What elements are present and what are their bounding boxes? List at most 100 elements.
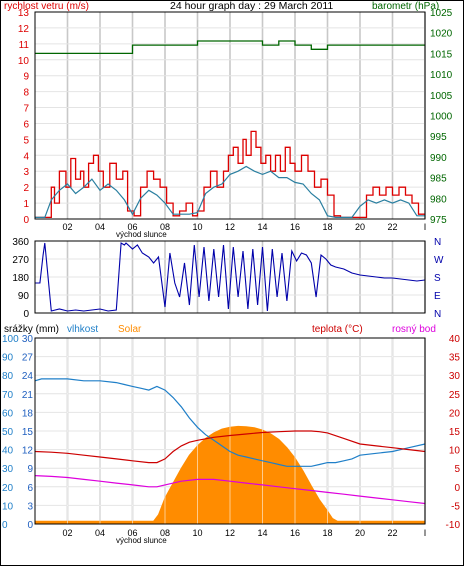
pressure-y-tick-990: 990 — [430, 153, 447, 164]
temp-x-tick-08: 08 — [160, 528, 170, 538]
wind-axis-title: rychlost vetru (m/s) — [4, 1, 89, 12]
wind-y-tick-10: 10 — [18, 56, 30, 67]
temp-x-tick-02: 02 — [62, 528, 72, 538]
humidity-y-tick-70: 70 — [2, 390, 14, 401]
wind-y-tick-7: 7 — [23, 104, 29, 115]
pressure-y-tick-1015: 1015 — [430, 49, 453, 60]
wind-x-tick-08: 08 — [160, 222, 170, 232]
temp-x-tick-12: 12 — [225, 528, 235, 538]
dewpoint-line — [34, 475, 426, 505]
wind-x-tick-18: 18 — [322, 222, 332, 232]
wind-y-tick-0: 0 — [23, 215, 29, 226]
temperature-y-tick-30: 30 — [449, 371, 461, 382]
wind-average-line — [35, 165, 425, 218]
wind-y-tick-6: 6 — [23, 119, 29, 130]
humidity-legend: vlhkost — [67, 324, 98, 335]
humidity-y-tick-90: 90 — [2, 353, 14, 364]
direction-y-tick-270: 270 — [12, 255, 29, 266]
humidity-y-tick-10: 10 — [2, 501, 14, 512]
wind-y-tick-5: 5 — [23, 135, 29, 146]
pressure-y-tick-985: 985 — [430, 174, 447, 185]
pressure-y-tick-1025: 1025 — [430, 8, 453, 19]
temperature-y-tick-10: 10 — [449, 446, 461, 457]
wind-plot-series — [35, 40, 425, 219]
temperature-y-tick-15: 15 — [449, 427, 461, 438]
temperature-line — [34, 430, 426, 464]
humidity-y-tick-30: 30 — [2, 464, 14, 475]
compass-tick-3: E — [434, 291, 441, 302]
wind-x-tick-I: I — [424, 222, 427, 232]
wind-y-tick-9: 9 — [23, 72, 29, 83]
wind-x-tick-20: 20 — [355, 222, 365, 232]
wind-y-tick-8: 8 — [23, 88, 29, 99]
temp-x-tick-14: 14 — [257, 528, 267, 538]
pressure-y-tick-1005: 1005 — [430, 91, 453, 102]
sunrise-label: východ slunce — [116, 230, 167, 239]
pressure-axis-title: barometr (hPa) — [372, 1, 439, 12]
temperature-y-tick-40: 40 — [449, 334, 461, 345]
rain-y-tick-3: 3 — [27, 501, 33, 512]
direction-plot-series — [35, 242, 426, 312]
wind-plot-frame — [34, 11, 426, 220]
compass-tick-2: S — [434, 273, 441, 284]
temperature-y-tick-25: 25 — [449, 390, 461, 401]
chart-title: 24 hour graph day : 29 March 2011 — [170, 0, 333, 12]
rain-y-tick-15: 15 — [22, 427, 34, 438]
direction-y-tick-180: 180 — [12, 273, 29, 284]
pressure-line — [35, 40, 425, 55]
temperature-y-tick-20: 20 — [449, 408, 461, 419]
compass-tick-1: W — [434, 255, 444, 266]
temperature-panel: 1009080706050403020100302724211815129630… — [2, 324, 460, 545]
temperature-axis: 40 35 30 25 20 15 10 5 0 -5 -10 — [446, 334, 461, 531]
temp-x-tick-I: I — [424, 528, 427, 538]
temperature-y-tick--10: -10 — [446, 520, 461, 531]
temp-x-tick-20: 20 — [355, 528, 365, 538]
wind-x-tick-22: 22 — [387, 222, 397, 232]
wind-y-tick-3: 3 — [23, 167, 29, 178]
direction-y-tick-0: 0 — [23, 309, 29, 320]
pressure-axis: 1025 1020 1015 1010 1005 1000 995 990 985 980 975 — [430, 8, 453, 226]
wind-x-tick-14: 14 — [257, 222, 267, 232]
rain-y-tick-6: 6 — [27, 483, 33, 494]
rain-y-tick-9: 9 — [27, 464, 33, 475]
pressure-y-tick-980: 980 — [430, 194, 447, 205]
rain-y-tick-18: 18 — [22, 408, 34, 419]
rain-y-tick-0: 0 — [27, 520, 33, 531]
humidity-y-tick-60: 60 — [2, 408, 14, 419]
rain-y-tick-21: 21 — [22, 390, 34, 401]
wind-x-tick-04: 04 — [95, 222, 105, 232]
wind-y-tick-2: 2 — [23, 183, 29, 194]
humidity-y-tick-100: 100 — [2, 334, 19, 345]
rain-axis-title: srážky (mm) — [4, 324, 59, 335]
sunrise-label-bottom: východ slunce — [116, 536, 167, 545]
temp-plot-series — [34, 338, 426, 525]
wind-y-tick-1: 1 — [23, 199, 29, 210]
solar-legend: Solar — [118, 324, 142, 335]
rain-y-tick-24: 24 — [22, 371, 34, 382]
rain-y-tick-12: 12 — [22, 446, 34, 457]
temp-x-tick-04: 04 — [95, 528, 105, 538]
wind-direction-line — [35, 242, 426, 312]
dewpoint-legend: rosný bod — [392, 324, 436, 335]
temperature-legend: teplota (°C) — [312, 324, 363, 335]
humidity-y-tick-20: 20 — [2, 483, 14, 494]
temp-plot-frame — [34, 337, 426, 525]
temp-x-tick-18: 18 — [322, 528, 332, 538]
pressure-y-tick-995: 995 — [430, 132, 447, 143]
wind-y-tick-12: 12 — [18, 24, 30, 35]
pressure-y-tick-1020: 1020 — [430, 29, 453, 40]
temp-x-tick-16: 16 — [290, 528, 300, 538]
wind-y-tick-4: 4 — [23, 151, 29, 162]
temp-x-tick-06: 06 — [127, 528, 137, 538]
compass-tick-0: N — [434, 237, 441, 248]
wind-x-tick-02: 02 — [62, 222, 72, 232]
compass-tick-4: N — [434, 309, 441, 320]
pressure-y-tick-1000: 1000 — [430, 112, 453, 123]
rain-y-tick-27: 27 — [22, 353, 34, 364]
rain-y-tick-30: 30 — [22, 334, 34, 345]
